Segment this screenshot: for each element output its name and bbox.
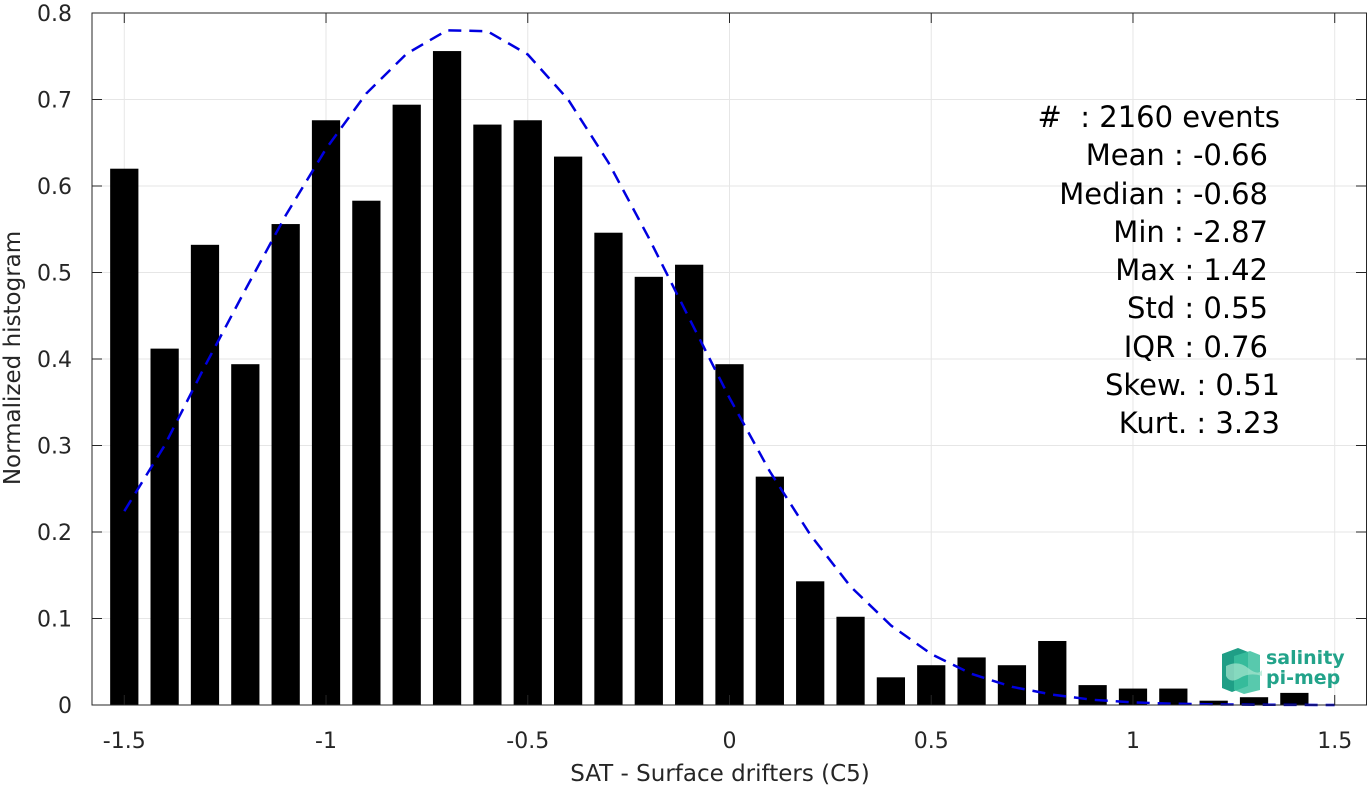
bar-23	[1038, 640, 1067, 705]
stat-std: Std : 0.55	[1127, 291, 1268, 326]
x-tick-label-1: -1	[315, 729, 337, 754]
y-tick-label-1: 0.1	[37, 608, 72, 633]
bar-4	[271, 224, 300, 705]
bar-0	[110, 168, 139, 705]
bar-7	[392, 104, 421, 705]
y-axis-label: Normalized histogram	[0, 231, 26, 485]
bar-17	[796, 581, 825, 705]
x-tick-label-5: 1	[1126, 729, 1140, 754]
stat-min: Min : -2.87	[1113, 214, 1268, 249]
stat-max: Max : 1.42	[1115, 253, 1268, 288]
bar-28	[1239, 697, 1269, 705]
stat-kurt: Kurt. : 3.23	[1118, 406, 1280, 441]
bars-group	[110, 51, 1309, 706]
bar-18	[836, 616, 865, 705]
bar-15	[715, 364, 744, 705]
x-tick-label-3: 0	[723, 729, 737, 754]
stat-iqr: IQR : 0.76	[1123, 329, 1268, 364]
bar-27	[1199, 700, 1228, 705]
y-tick-label-6: 0.6	[37, 175, 72, 200]
grid-lines	[92, 12, 1367, 706]
y-tick-label-0: 0	[58, 694, 72, 719]
y-tick-label-5: 0.5	[37, 262, 72, 287]
bar-26	[1159, 688, 1188, 705]
bar-24	[1078, 685, 1107, 705]
y-tick-labels: 0 0.1 0.2 0.3 0.4 0.5 0.6 0.7 0.8	[37, 2, 72, 719]
stat-skew: Skew. : 0.51	[1104, 368, 1280, 403]
stat-count: # : 2160 events	[1037, 100, 1280, 134]
x-tick-label-6: 1.5	[1317, 729, 1352, 754]
bar-19	[876, 677, 906, 705]
bar-2	[190, 244, 220, 705]
x-tick-labels: -1.5 -1 -0.5 0 0.5 1 1.5	[103, 729, 1352, 754]
bar-3	[231, 364, 260, 705]
bar-6	[352, 200, 381, 705]
y-tick-label-2: 0.2	[37, 521, 72, 546]
bar-29	[1280, 692, 1309, 705]
stat-median: Median : -0.68	[1059, 176, 1268, 211]
bar-8	[432, 51, 462, 706]
tick-marks	[92, 12, 1366, 706]
salinity-pimep-logo: salinity pi-mep	[1218, 646, 1348, 696]
bar-13	[634, 276, 663, 705]
bar-9	[473, 124, 502, 705]
normal-fit-curve	[123, 29, 1335, 707]
x-tick-label-0: -1.5	[103, 729, 146, 754]
x-tick-label-4: 0.5	[914, 729, 949, 754]
bar-22	[997, 665, 1027, 705]
y-tick-label-7: 0.7	[37, 89, 72, 114]
y-tick-label-4: 0.4	[37, 348, 72, 373]
x-axis-label: SAT - Surface drifters (C5)	[570, 761, 870, 785]
bar-1	[150, 348, 179, 705]
bar-21	[957, 657, 986, 705]
stat-mean: Mean : -0.66	[1085, 138, 1268, 173]
y-tick-label-8: 0.8	[37, 2, 72, 27]
logo-mark-icon	[1222, 648, 1262, 694]
y-tick-label-3: 0.3	[37, 435, 72, 460]
logo-text-line2: pi-mep	[1266, 667, 1341, 689]
bar-5	[311, 120, 341, 705]
bar-11	[553, 156, 583, 706]
bar-12	[594, 232, 623, 705]
x-tick-label-2: -0.5	[506, 729, 549, 754]
bar-10	[513, 120, 542, 705]
statistics-box: # : 2160 events Mean : -0.66 Median : -0…	[960, 98, 1280, 443]
bar-16	[755, 476, 784, 705]
logo-text-line1: salinity	[1266, 647, 1345, 669]
bar-14	[675, 264, 704, 705]
